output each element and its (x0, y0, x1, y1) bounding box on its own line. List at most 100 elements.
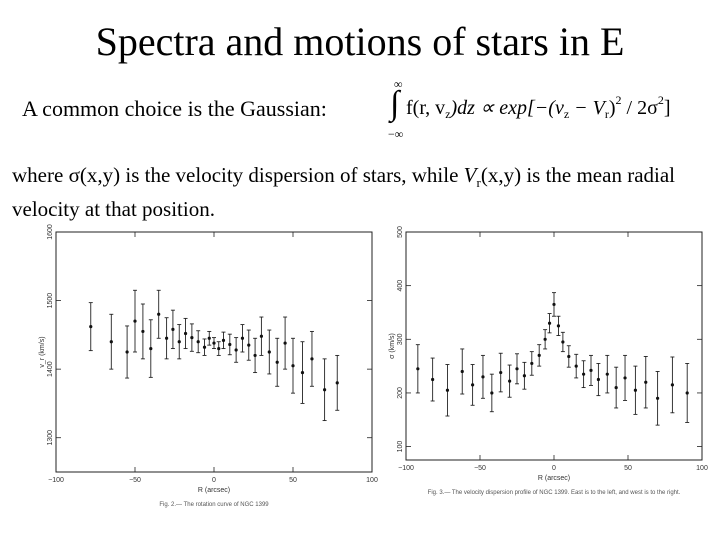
data-point (460, 369, 464, 374)
y-tick-label: 400 (397, 280, 404, 292)
lower-limit: −∞ (388, 127, 403, 140)
data-point (177, 340, 181, 344)
data-point (530, 361, 534, 366)
sub-r: r (605, 107, 609, 121)
y-tick-label: 1500 (47, 293, 54, 309)
data-point (212, 341, 216, 345)
data-point (291, 364, 295, 368)
data-point (685, 391, 689, 395)
x-tick-label: 50 (624, 465, 632, 472)
data-point (165, 336, 169, 340)
y-tick-label: 1400 (47, 361, 54, 377)
sub-z-2: z (564, 107, 569, 121)
plot-frame (405, 231, 703, 461)
y-tick-label: 500 (397, 226, 404, 238)
v-symbol: V (463, 163, 477, 187)
data-point (481, 375, 485, 379)
data-point (582, 372, 586, 376)
y-tick-label: 100 (397, 441, 404, 453)
data-point (267, 350, 271, 354)
data-point (221, 338, 226, 342)
data-point (471, 383, 475, 387)
y-tick-label: 200 (397, 387, 404, 399)
data-point (556, 324, 561, 328)
data-point (537, 353, 541, 357)
x-tick-label: −100 (48, 477, 64, 484)
data-point (605, 372, 609, 376)
data-point (109, 340, 113, 344)
data-point (300, 370, 305, 375)
data-point (589, 368, 593, 373)
sup-2b: 2 (658, 93, 664, 107)
data-point (283, 341, 287, 345)
data-point (228, 342, 232, 347)
x-tick-label: −50 (474, 465, 486, 472)
close-paren: ) (609, 97, 616, 119)
x-tick-label: 100 (696, 465, 708, 472)
svg-text:f(r, vz)dz ∝ exp[−(vz − Vr)2 /: f(r, vz)dz ∝ exp[−(vz − Vr)2 / 2σ2] (406, 93, 671, 121)
sup-2: 2 (616, 93, 622, 107)
sub-z: z (445, 107, 450, 121)
data-point (275, 360, 279, 364)
data-point (183, 331, 188, 336)
minus-v: − V (569, 97, 607, 119)
data-point (522, 374, 526, 378)
data-point (196, 340, 200, 344)
x-tick-label: 50 (289, 477, 297, 484)
data-point (259, 334, 263, 338)
x-tick-label: 100 (366, 477, 378, 484)
upper-limit: ∞ (394, 77, 403, 91)
y-axis-label: σ (km/s) (389, 333, 396, 359)
after-integrand: )dz ∝ exp[−(v (450, 97, 564, 119)
data-point (445, 388, 450, 392)
data-point (217, 346, 221, 351)
x-tick-label: 0 (212, 477, 216, 484)
y-tick-label: 300 (397, 333, 404, 345)
data-point (614, 385, 618, 390)
data-point (234, 348, 238, 352)
figure-caption: Fig. 3.— The velocity dispersion profile… (428, 490, 681, 496)
data-point (596, 377, 600, 382)
y-tick-label: 1300 (47, 430, 54, 446)
data-point (416, 367, 420, 371)
data-point (190, 336, 194, 340)
over-2sigma: / 2σ (622, 97, 659, 119)
data-point (547, 321, 552, 325)
y-axis-label: v_r (km/s) (39, 336, 46, 367)
data-point (574, 364, 578, 368)
data-point (323, 388, 327, 392)
data-point (567, 354, 571, 359)
body-paragraph: where σ(x,y) is the velocity dispersion … (12, 162, 712, 222)
data-point (125, 350, 129, 354)
data-point (431, 377, 435, 382)
data-point (240, 336, 245, 340)
slide-title: Spectra and motions of stars in E (95, 19, 625, 64)
data-point (253, 353, 257, 358)
figure-caption: Fig. 2.— The rotation curve of NGC 1399 (159, 502, 269, 508)
x-tick-label: −100 (398, 465, 414, 472)
data-point (89, 325, 93, 329)
data-point (202, 345, 207, 349)
data-point (310, 357, 314, 361)
data-point (670, 383, 674, 387)
x-tick-label: 0 (552, 465, 556, 472)
integrand: f(r, v (406, 97, 445, 119)
intro-text: A common choice is the Gaussian: (22, 96, 327, 121)
data-point (335, 381, 339, 385)
data-point (623, 376, 627, 380)
data-point (149, 346, 153, 351)
x-tick-label: −50 (129, 477, 141, 484)
data-point (515, 367, 519, 371)
data-point (247, 343, 251, 347)
para-part-2: (x,y) is the velocity dispersion of star… (79, 163, 464, 187)
data-point (171, 327, 175, 331)
data-point (490, 391, 494, 395)
data-point (552, 302, 556, 307)
data-point (207, 336, 211, 340)
x-axis-label: R (arcsec) (538, 475, 570, 482)
plot-frame (55, 231, 373, 473)
close-bracket: ] (664, 97, 671, 119)
data-point (644, 380, 648, 384)
data-point (133, 319, 137, 323)
r-subscript: r (476, 175, 481, 191)
